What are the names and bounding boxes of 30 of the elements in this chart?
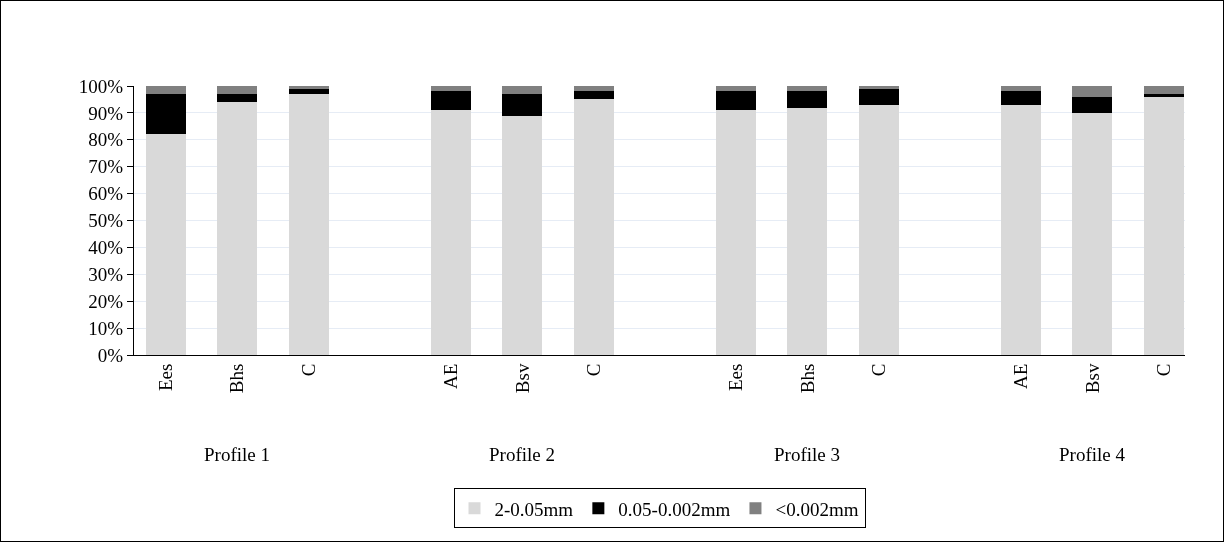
- legend-label: <0.002mm: [775, 498, 859, 520]
- x-tick-label: Bsv: [511, 363, 533, 394]
- x-tick-label: C: [582, 363, 604, 377]
- legend-label: 0.05-0.002mm: [618, 498, 731, 520]
- x-tick-label: C: [867, 363, 889, 377]
- x-tick-label: AE: [440, 363, 462, 389]
- y-tick-label: 40%: [88, 237, 124, 259]
- text: Profile 3: [774, 444, 840, 465]
- x-tick-label: C: [1152, 363, 1174, 377]
- y-tick-label: 10%: [88, 317, 124, 339]
- x-tick-label: Bsv: [1081, 363, 1103, 394]
- text: Profile 4: [1059, 444, 1126, 465]
- y-tick-label: 90%: [88, 102, 124, 124]
- text: Profile 1: [204, 444, 270, 465]
- x-tick-label: C: [297, 363, 319, 377]
- x-tick-label: Bhs: [796, 363, 818, 394]
- y-tick-label: 80%: [88, 129, 124, 151]
- x-tick-label: Ees: [155, 363, 177, 392]
- x-tick-label: Bhs: [226, 363, 248, 394]
- y-tick-label: 20%: [88, 290, 124, 312]
- x-tick-label: AE: [1010, 363, 1032, 389]
- y-tick-label: 70%: [88, 156, 124, 178]
- y-tick-label: 50%: [88, 210, 124, 232]
- y-tick-label: 60%: [88, 183, 124, 205]
- y-tick-label: 100%: [78, 75, 124, 97]
- text: Profile 2: [489, 444, 555, 465]
- y-tick-label: 30%: [88, 263, 124, 285]
- x-tick-label: Ees: [725, 363, 747, 392]
- legend-label: 2-0.05mm: [494, 498, 574, 520]
- y-tick-label: 0%: [97, 344, 124, 366]
